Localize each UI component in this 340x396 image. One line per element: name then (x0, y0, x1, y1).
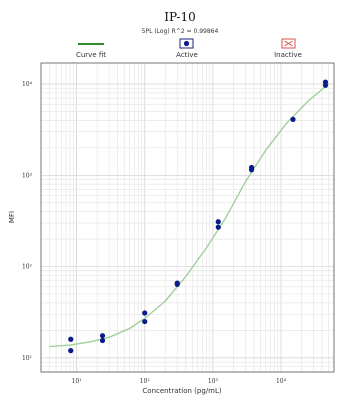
data-point (99, 337, 106, 344)
x-tick-label: 10³ (208, 378, 219, 385)
data-point (174, 281, 180, 287)
legend-active-label: Active (176, 51, 198, 59)
x-tick-label: 10² (140, 378, 151, 385)
legend-inactive-label: Inactive (274, 51, 302, 59)
data-point (68, 348, 74, 354)
chart-subtitle: 5PL (Log) R^2 = 0.99864 (142, 28, 219, 35)
chart-title: IP-10 (164, 10, 195, 24)
y-tick-label: 10³ (22, 172, 33, 179)
y-tick-label: 10² (22, 264, 33, 271)
data-point (99, 333, 106, 339)
data-point (142, 310, 148, 316)
data-point (290, 116, 296, 122)
legend-inactive-cross-icon (284, 40, 293, 47)
x-axis-label: Concentration (pg/mL) (142, 387, 221, 395)
data-point (248, 167, 255, 173)
y-tick-label: 10⁴ (22, 81, 33, 88)
x-tick-label: 10⁴ (276, 378, 287, 385)
legend-curve-label: Curve fit (76, 51, 106, 59)
legend-active-swatch (179, 38, 194, 49)
legend-active-marker (183, 40, 190, 47)
legend: Curve fit Active Inactive (76, 38, 302, 59)
data-point (215, 224, 221, 230)
data-point (215, 219, 221, 225)
data-point (322, 82, 329, 88)
x-tick-label: 10¹ (72, 378, 82, 385)
data-point (142, 318, 148, 325)
legend-inactive-swatch (281, 38, 296, 49)
curve-fit-line (49, 83, 330, 348)
data-point (68, 336, 74, 342)
plot-area: 10¹ 10² 10³ 10⁴ 10¹ 10² 10³ 10⁴ (22, 62, 335, 385)
y-axis-label: MFI (8, 211, 16, 223)
y-tick-label: 10¹ (22, 355, 32, 362)
plot-frame (40, 62, 335, 373)
